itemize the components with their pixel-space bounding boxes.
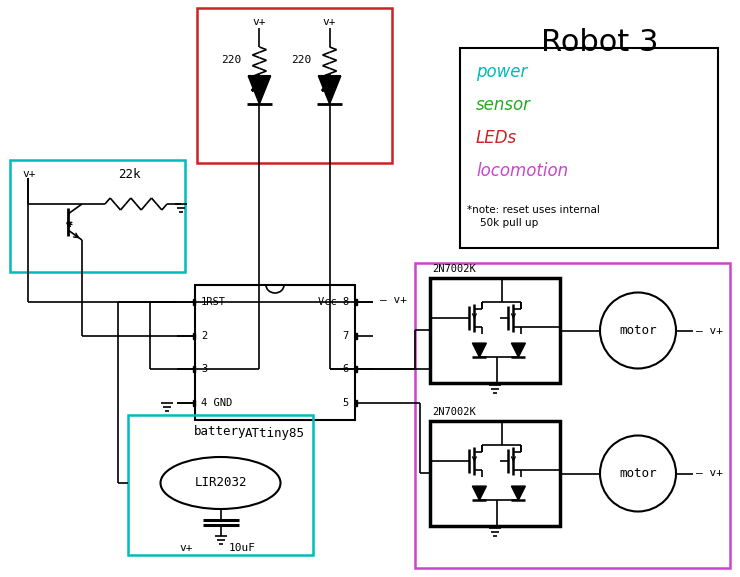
Text: 2N7002K: 2N7002K xyxy=(432,407,476,417)
Text: 50k pull up: 50k pull up xyxy=(467,218,538,228)
Text: 2N7002K: 2N7002K xyxy=(432,264,476,274)
Polygon shape xyxy=(511,343,525,357)
Bar xyxy=(195,285,355,420)
Text: Robot 3: Robot 3 xyxy=(541,28,659,57)
Text: ATtiny85: ATtiny85 xyxy=(245,426,305,440)
Polygon shape xyxy=(248,76,271,104)
Bar xyxy=(355,299,357,305)
Bar xyxy=(355,400,357,406)
Text: *note: reset uses internal: *note: reset uses internal xyxy=(467,205,600,215)
Bar xyxy=(430,278,560,383)
Bar xyxy=(193,400,195,406)
Bar xyxy=(460,48,718,248)
Bar xyxy=(10,160,185,272)
Bar xyxy=(128,415,313,555)
Text: — v+: — v+ xyxy=(696,469,723,478)
Text: 7: 7 xyxy=(343,331,349,340)
Text: battery: battery xyxy=(194,425,246,437)
Text: 5: 5 xyxy=(343,398,349,408)
Text: motor: motor xyxy=(619,324,657,337)
Polygon shape xyxy=(472,486,486,500)
Text: 3: 3 xyxy=(201,364,207,374)
Bar xyxy=(355,366,357,372)
Bar xyxy=(430,421,560,526)
Text: 4 GND: 4 GND xyxy=(201,398,232,408)
Bar xyxy=(415,263,730,568)
Bar xyxy=(355,332,357,339)
Bar xyxy=(197,8,392,163)
Text: sensor: sensor xyxy=(476,96,531,114)
Text: 22k: 22k xyxy=(118,167,141,181)
Polygon shape xyxy=(472,343,486,357)
Polygon shape xyxy=(318,76,341,104)
Text: 6: 6 xyxy=(343,364,349,374)
Bar xyxy=(193,332,195,339)
Text: — v+: — v+ xyxy=(380,295,407,305)
Text: v+: v+ xyxy=(252,17,266,27)
Text: 220: 220 xyxy=(292,55,312,65)
Text: LEDs: LEDs xyxy=(476,129,517,147)
Text: — v+: — v+ xyxy=(696,325,723,335)
Text: v+: v+ xyxy=(22,169,36,179)
Bar xyxy=(193,299,195,305)
Text: LIR2032: LIR2032 xyxy=(194,477,246,489)
Text: motor: motor xyxy=(619,467,657,480)
Text: 10uF: 10uF xyxy=(229,543,255,553)
Text: power: power xyxy=(476,63,528,81)
Text: v+: v+ xyxy=(179,543,192,553)
Text: 2: 2 xyxy=(201,331,207,340)
Text: locomotion: locomotion xyxy=(476,162,568,180)
Text: Vcc 8: Vcc 8 xyxy=(317,297,349,307)
Text: v+: v+ xyxy=(323,17,337,27)
Bar xyxy=(193,366,195,372)
Polygon shape xyxy=(511,486,525,500)
Text: 1RST: 1RST xyxy=(201,297,226,307)
Text: 220: 220 xyxy=(221,55,241,65)
